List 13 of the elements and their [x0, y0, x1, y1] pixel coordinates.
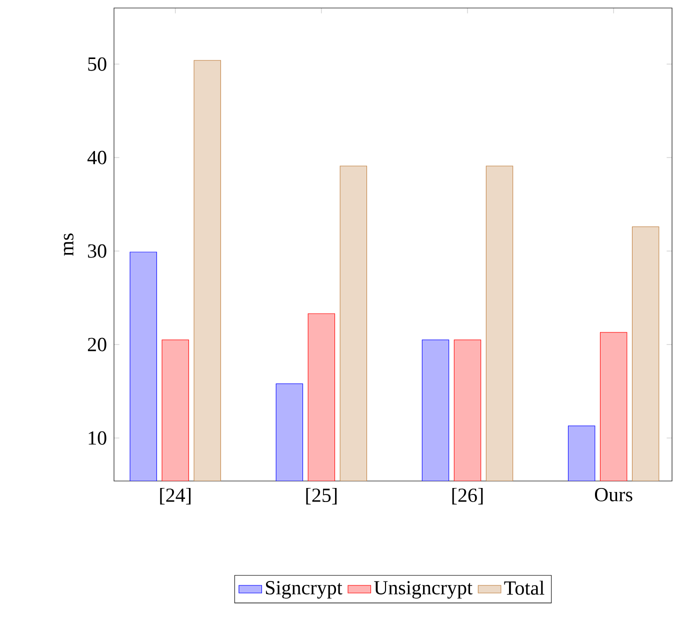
x-tick-label: [26] — [452, 488, 483, 504]
y-tick-label: 40 — [87, 150, 106, 164]
x-tick-label: [25] — [306, 488, 337, 504]
y-tick-label: 20 — [88, 338, 106, 352]
y-tick-label: 10 — [88, 431, 106, 445]
y-tick-label: 30 — [88, 244, 106, 258]
y-axis-title: ms — [64, 234, 74, 256]
y-tick-label: 50 — [88, 57, 106, 71]
x-tick-label: [24] — [160, 488, 191, 504]
x-tick-label: Ours — [594, 488, 632, 502]
legend-label: Unsigncrypt — [374, 581, 472, 599]
legend-label: Total — [504, 580, 544, 595]
legend-label: Signcrypt — [266, 581, 342, 599]
